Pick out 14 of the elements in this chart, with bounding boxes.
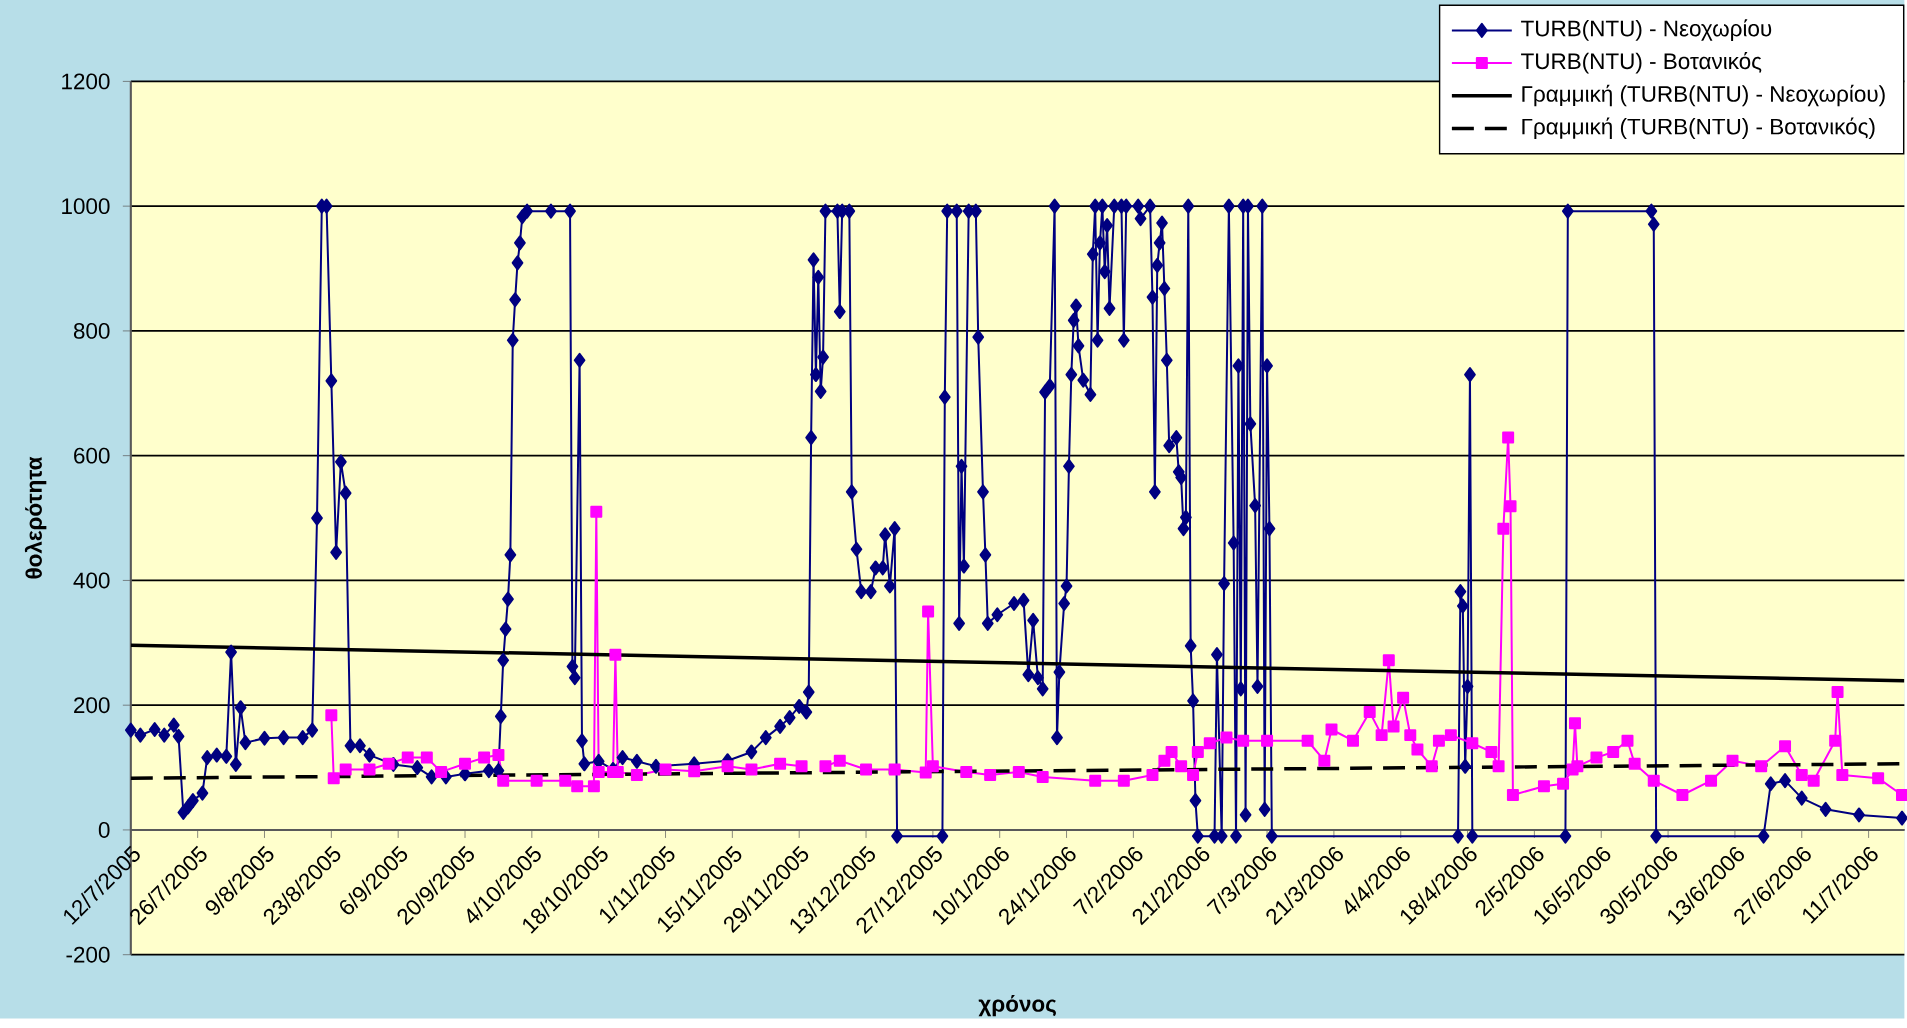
y-tick-label: 600: [74, 447, 110, 464]
y-tick-label: 200: [74, 697, 110, 714]
legend-label: Γραμμική (TURB(NTU) - Νεοχωρίου): [1522, 84, 1885, 107]
legend-label: Γραμμική (TURB(NTU) - Βοτανικός): [1522, 117, 1875, 140]
y-tick-label: -200: [66, 946, 110, 963]
legend-label: TURB(NTU) - Βοτανικός: [1521, 52, 1762, 74]
y-tick-label: 1200: [62, 73, 110, 90]
y-tick-label: 0: [98, 822, 110, 838]
y-axis-title: θολερότητα: [24, 456, 47, 579]
y-tick-label: 800: [73, 322, 110, 339]
x-axis-title: χρόνος: [978, 995, 1056, 1017]
y-tick-label: 400: [73, 572, 110, 589]
legend-label: TURB(NTU) - Νεοχωρίου: [1521, 19, 1772, 41]
y-tick-label: 1000: [62, 198, 110, 215]
